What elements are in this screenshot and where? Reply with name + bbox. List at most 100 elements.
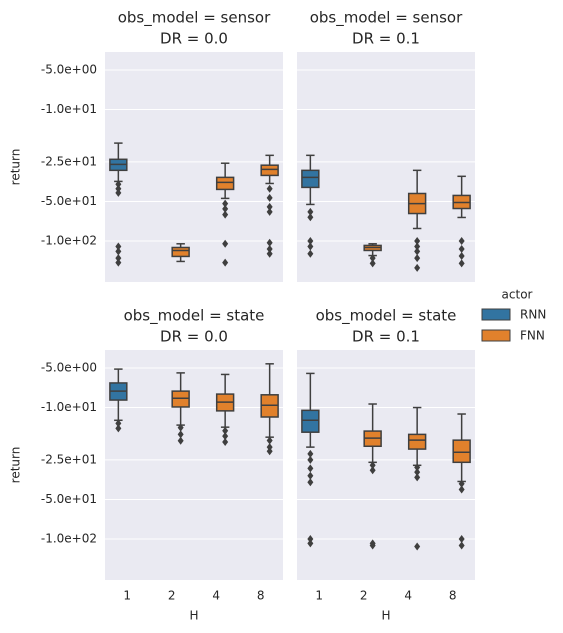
outlier xyxy=(307,213,314,222)
outlier xyxy=(115,247,122,256)
outlier xyxy=(177,423,184,432)
box-body xyxy=(260,164,279,177)
box xyxy=(301,154,320,258)
outlier xyxy=(266,193,273,202)
box xyxy=(452,175,471,268)
panel-title: obs_model = sensor xyxy=(118,9,271,28)
panel-title: DR = 0.0 xyxy=(160,328,228,346)
outlier xyxy=(307,207,314,216)
box-body xyxy=(452,439,471,464)
legend-swatch xyxy=(481,308,511,321)
outlier xyxy=(222,432,229,441)
outlier xyxy=(414,254,421,263)
outlier xyxy=(458,479,465,488)
outlier xyxy=(307,455,314,464)
outlier xyxy=(266,202,273,211)
x-axis-label: H xyxy=(189,609,198,623)
y-tick-label: -5.0e+00 xyxy=(41,62,97,76)
box-body xyxy=(301,169,320,189)
outlier xyxy=(266,207,273,216)
outlier xyxy=(307,449,314,458)
box-body xyxy=(215,176,235,191)
box xyxy=(452,413,471,550)
x-axis-label: H xyxy=(381,609,390,623)
outlier xyxy=(414,263,421,272)
outlier xyxy=(115,180,122,189)
outlier xyxy=(414,237,421,246)
outlier xyxy=(115,254,122,263)
box xyxy=(171,243,190,263)
outlier xyxy=(222,426,229,435)
x-tick-label: 1 xyxy=(123,589,131,603)
outlier xyxy=(458,259,465,268)
y-tick-label: -5.0e+01 xyxy=(41,194,97,208)
outlier xyxy=(177,436,184,445)
x-tick-label: 8 xyxy=(257,589,265,603)
x-tick-label: 2 xyxy=(168,589,176,603)
outlier xyxy=(414,473,421,482)
outlier xyxy=(307,471,314,480)
outlier xyxy=(266,249,273,258)
outlier xyxy=(307,478,314,487)
panel-background xyxy=(297,350,475,580)
legend-label: FNN xyxy=(520,329,545,343)
outlier xyxy=(266,184,273,193)
box xyxy=(171,372,190,445)
box xyxy=(215,373,235,447)
y-tick-label: -1.0e+01 xyxy=(41,400,97,414)
outlier xyxy=(266,443,273,452)
box xyxy=(407,406,427,551)
box-body xyxy=(171,246,190,258)
outlier xyxy=(266,436,273,445)
outlier xyxy=(307,535,314,544)
y-axis-label: return xyxy=(9,447,23,484)
panel-title: DR = 0.1 xyxy=(352,328,420,346)
outlier xyxy=(414,468,421,477)
panel-background xyxy=(105,350,283,580)
outlier xyxy=(369,259,376,268)
outlier xyxy=(307,464,314,473)
box-body xyxy=(407,433,427,450)
box xyxy=(363,403,382,550)
outlier xyxy=(458,237,465,246)
box xyxy=(109,142,128,267)
outlier xyxy=(458,535,465,544)
box xyxy=(109,368,128,433)
legend-label: RNN xyxy=(520,308,546,322)
outlier xyxy=(369,466,376,475)
box xyxy=(260,363,279,456)
outlier xyxy=(414,242,421,251)
outlier xyxy=(266,447,273,456)
box xyxy=(407,169,427,272)
outlier xyxy=(307,539,314,548)
outlier xyxy=(222,199,229,208)
panel-title: obs_model = state xyxy=(316,307,457,326)
outlier xyxy=(115,242,122,251)
panel-title: obs_model = state xyxy=(124,307,265,326)
outlier xyxy=(458,244,465,253)
outlier xyxy=(222,239,229,248)
box xyxy=(363,243,382,268)
box xyxy=(215,162,235,267)
box xyxy=(260,154,279,258)
outlier xyxy=(458,485,465,494)
outlier xyxy=(414,542,421,551)
outlier xyxy=(458,251,465,260)
outlier xyxy=(369,461,376,470)
panel-title: DR = 0.0 xyxy=(160,30,228,48)
outlier xyxy=(266,238,273,247)
outlier xyxy=(458,541,465,550)
box xyxy=(301,372,320,548)
outlier xyxy=(115,419,122,428)
outlier xyxy=(177,430,184,439)
panel-title: DR = 0.1 xyxy=(352,30,420,48)
outlier xyxy=(307,249,314,258)
outlier xyxy=(115,258,122,267)
y-tick-label: -1.0e+02 xyxy=(41,532,97,546)
panel-background xyxy=(297,52,475,282)
outlier xyxy=(307,242,314,251)
legend-swatch xyxy=(481,329,511,342)
y-tick-label: -5.0e+01 xyxy=(41,492,97,506)
x-tick-label: 2 xyxy=(360,589,368,603)
outlier xyxy=(266,244,273,253)
